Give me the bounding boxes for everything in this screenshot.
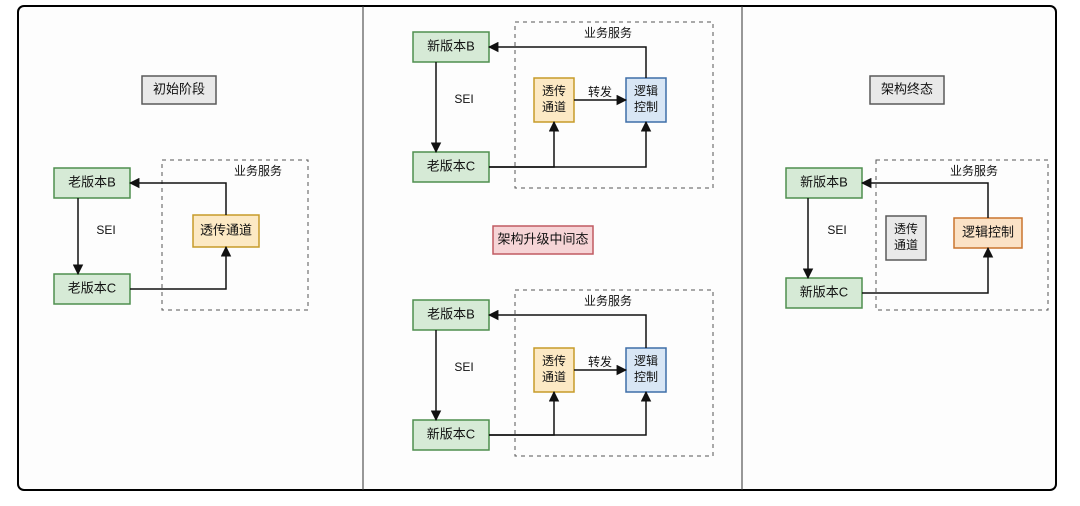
pt-bot-line1: 透传 bbox=[542, 353, 566, 368]
stage-title-2: 架构升级中间态 bbox=[497, 231, 588, 246]
node-logic-3-label: 逻辑控制 bbox=[962, 224, 1014, 239]
node-new-c-3-label: 新版本C bbox=[800, 284, 848, 299]
node-new-c-bottom-label: 新版本C bbox=[427, 426, 475, 441]
service-label-3: 业务服务 bbox=[950, 163, 998, 178]
node-passthrough-label: 透传通道 bbox=[200, 222, 252, 237]
edge-forward-label-top: 转发 bbox=[588, 84, 612, 99]
diagram-root: 初始阶段 业务服务 老版本B 老版本C 透传通道 SEI 业务服务 新版本B 老… bbox=[0, 0, 1080, 506]
panel-2-title: 架构升级中间态 bbox=[493, 226, 593, 254]
node-new-b-label: 新版本B bbox=[427, 38, 475, 53]
edge-sei-label-bottom: SEI bbox=[454, 360, 473, 374]
service-label-bottom: 业务服务 bbox=[584, 293, 632, 308]
edge-sei-label-3: SEI bbox=[827, 223, 846, 237]
stage-title: 初始阶段 bbox=[153, 81, 205, 96]
pt-bot-line2: 通道 bbox=[542, 370, 566, 384]
edge-sei-label-top: SEI bbox=[454, 92, 473, 106]
diagram-svg: 初始阶段 业务服务 老版本B 老版本C 透传通道 SEI 业务服务 新版本B 老… bbox=[0, 0, 1080, 506]
service-label-top: 业务服务 bbox=[584, 25, 632, 40]
node-old-b-label: 老版本B bbox=[68, 174, 116, 189]
lc-bot-line2: 控制 bbox=[634, 370, 658, 384]
node-new-b-3-label: 新版本B bbox=[800, 174, 848, 189]
node-old-c-label: 老版本C bbox=[68, 280, 116, 295]
pt3-line1: 透传 bbox=[894, 221, 918, 236]
node-old-b-bottom-label: 老版本B bbox=[427, 306, 475, 321]
lc-bot-line1: 逻辑 bbox=[634, 354, 658, 368]
pt-top-line1: 透传 bbox=[542, 83, 566, 98]
stage-title-3: 架构终态 bbox=[881, 81, 933, 96]
edge-sei-label: SEI bbox=[96, 223, 115, 237]
edge-forward-label-bottom: 转发 bbox=[588, 354, 612, 369]
lc-top-line2: 控制 bbox=[634, 100, 658, 114]
pt3-line2: 通道 bbox=[894, 238, 918, 252]
service-label: 业务服务 bbox=[234, 163, 282, 178]
node-old-c-top-label: 老版本C bbox=[427, 158, 475, 173]
pt-top-line2: 通道 bbox=[542, 100, 566, 114]
lc-top-line1: 逻辑 bbox=[634, 84, 658, 98]
